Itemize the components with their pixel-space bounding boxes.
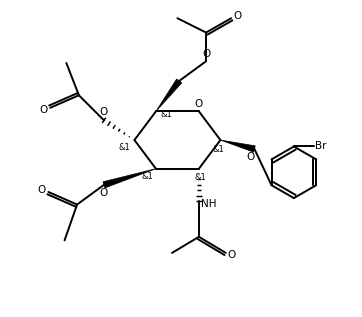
Polygon shape [220, 140, 255, 152]
Polygon shape [103, 169, 156, 188]
Text: O: O [37, 185, 45, 195]
Text: &1: &1 [195, 173, 207, 182]
Text: &1: &1 [161, 110, 173, 119]
Polygon shape [156, 79, 182, 111]
Text: NH: NH [201, 199, 217, 209]
Text: O: O [233, 11, 241, 22]
Text: O: O [247, 152, 255, 162]
Text: O: O [99, 107, 108, 118]
Text: O: O [39, 105, 47, 114]
Text: Br: Br [315, 141, 327, 152]
Text: O: O [195, 99, 203, 108]
Text: O: O [203, 49, 211, 59]
Text: &1: &1 [213, 145, 224, 153]
Text: O: O [99, 188, 108, 198]
Text: &1: &1 [141, 172, 153, 181]
Text: &1: &1 [118, 143, 130, 152]
Text: O: O [228, 250, 236, 260]
